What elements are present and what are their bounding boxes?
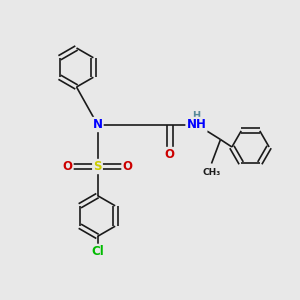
- Text: N: N: [92, 118, 103, 131]
- Text: O: O: [164, 148, 175, 161]
- Text: H: H: [192, 111, 201, 121]
- Text: O: O: [62, 160, 73, 173]
- Text: Cl: Cl: [91, 245, 104, 258]
- Text: NH: NH: [187, 118, 206, 131]
- Text: O: O: [122, 160, 133, 173]
- Text: S: S: [93, 160, 102, 173]
- Text: CH₃: CH₃: [202, 168, 220, 177]
